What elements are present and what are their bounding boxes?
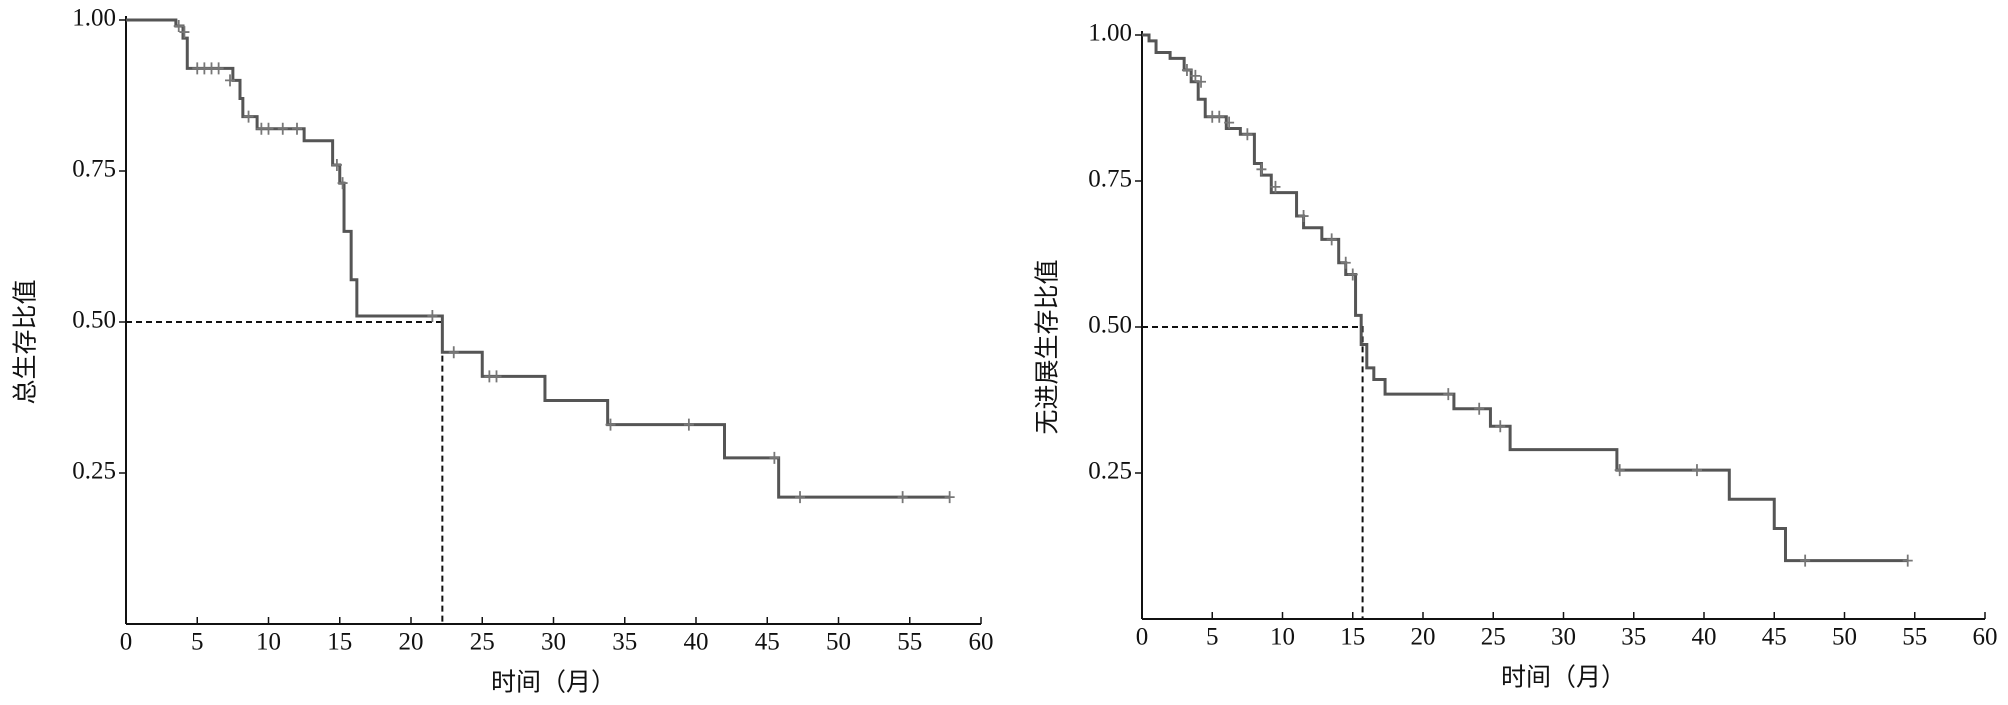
censor-mark (1256, 163, 1267, 176)
x-tick-label: 10 (256, 629, 281, 656)
x-tick-label: 60 (969, 629, 994, 656)
x-tick-label: 0 (1136, 624, 1149, 651)
x-tick-label: 35 (1621, 624, 1646, 651)
x-tick-label: 5 (191, 629, 204, 656)
censor-mark (944, 491, 955, 504)
censor-mark (1691, 464, 1702, 477)
x-tick-label: 45 (755, 629, 780, 656)
y-axis-label: 总生存比值 (12, 279, 40, 404)
y-tick-label: 1.00 (1088, 20, 1132, 47)
x-tick-label: 5 (1206, 624, 1219, 651)
censor-mark (1181, 64, 1192, 77)
x-tick-label: 50 (826, 629, 851, 656)
censor-mark (1614, 464, 1625, 477)
censor-mark (448, 346, 459, 359)
censor-mark (1340, 256, 1351, 269)
censor-mark (179, 26, 190, 39)
x-tick-label: 60 (1973, 624, 1998, 651)
median-line (126, 321, 444, 624)
x-tick-label: 55 (897, 629, 922, 656)
censor-mark (1224, 116, 1235, 129)
x-tick-label: 45 (1762, 624, 1787, 651)
censor-mark (337, 177, 348, 190)
x-tick-label: 40 (1692, 624, 1717, 651)
censor-mark (331, 158, 342, 171)
x-tick-label: 40 (684, 629, 709, 656)
y-axis-label: 无进展生存比值 (1034, 259, 1062, 434)
x-tick-label: 10 (1270, 624, 1295, 651)
x-axis-label: 时间（月） (1501, 664, 1626, 692)
censor-mark (1347, 268, 1358, 281)
x-tick-label: 20 (399, 629, 424, 656)
censor-mark (173, 20, 184, 33)
censor-mark (1298, 210, 1309, 223)
censor-mark (1474, 402, 1485, 415)
x-axis-label: 时间（月） (491, 669, 616, 697)
censor-mark (769, 451, 780, 464)
x-tick-label: 30 (541, 629, 566, 656)
censor-mark (292, 122, 302, 135)
y-tick-label: 1.00 (72, 5, 116, 32)
censor-mark (897, 491, 908, 504)
y-tick-label: 0.25 (72, 458, 116, 485)
censor-mark (1196, 75, 1207, 88)
x-tick-label: 35 (612, 629, 637, 656)
x-tick-label: 25 (470, 629, 495, 656)
censor-mark (491, 370, 502, 383)
censor-mark (1495, 420, 1506, 433)
censor-mark (1800, 554, 1811, 567)
survival-curve (1142, 33, 1908, 563)
x-tick-label: 55 (1902, 624, 1927, 651)
censor-mark (795, 491, 806, 504)
x-tick-label: 50 (1832, 624, 1857, 651)
x-tick-label: 20 (1411, 624, 1436, 651)
x-tick-label: 15 (1340, 624, 1365, 651)
censor-mark (1242, 128, 1253, 141)
y-tick-label: 0.75 (1088, 166, 1132, 193)
y-tick-label: 0.75 (72, 156, 116, 183)
censor-mark (277, 122, 288, 135)
median-line (1142, 326, 1364, 619)
censor-mark (605, 418, 616, 431)
censor-mark (427, 309, 438, 322)
y-tick-label: 0.50 (1088, 312, 1132, 339)
censor-mark (1270, 180, 1281, 193)
censor-mark (1902, 554, 1913, 567)
censor-mark (1190, 69, 1201, 82)
censor-mark (1326, 233, 1337, 246)
censor-mark (1443, 388, 1454, 401)
censor-mark (225, 74, 236, 87)
y-tick-label: 0.25 (1088, 458, 1132, 485)
y-tick-label: 0.50 (72, 307, 116, 334)
censor-mark (263, 122, 274, 135)
x-tick-label: 15 (327, 629, 352, 656)
survival-curve (126, 18, 950, 499)
censor-mark (1214, 110, 1225, 123)
censor-mark (213, 62, 224, 75)
censor-mark (243, 110, 254, 123)
x-tick-label: 30 (1551, 624, 1576, 651)
censor-mark (683, 418, 694, 431)
x-tick-label: 0 (120, 629, 133, 656)
x-tick-label: 25 (1481, 624, 1506, 651)
